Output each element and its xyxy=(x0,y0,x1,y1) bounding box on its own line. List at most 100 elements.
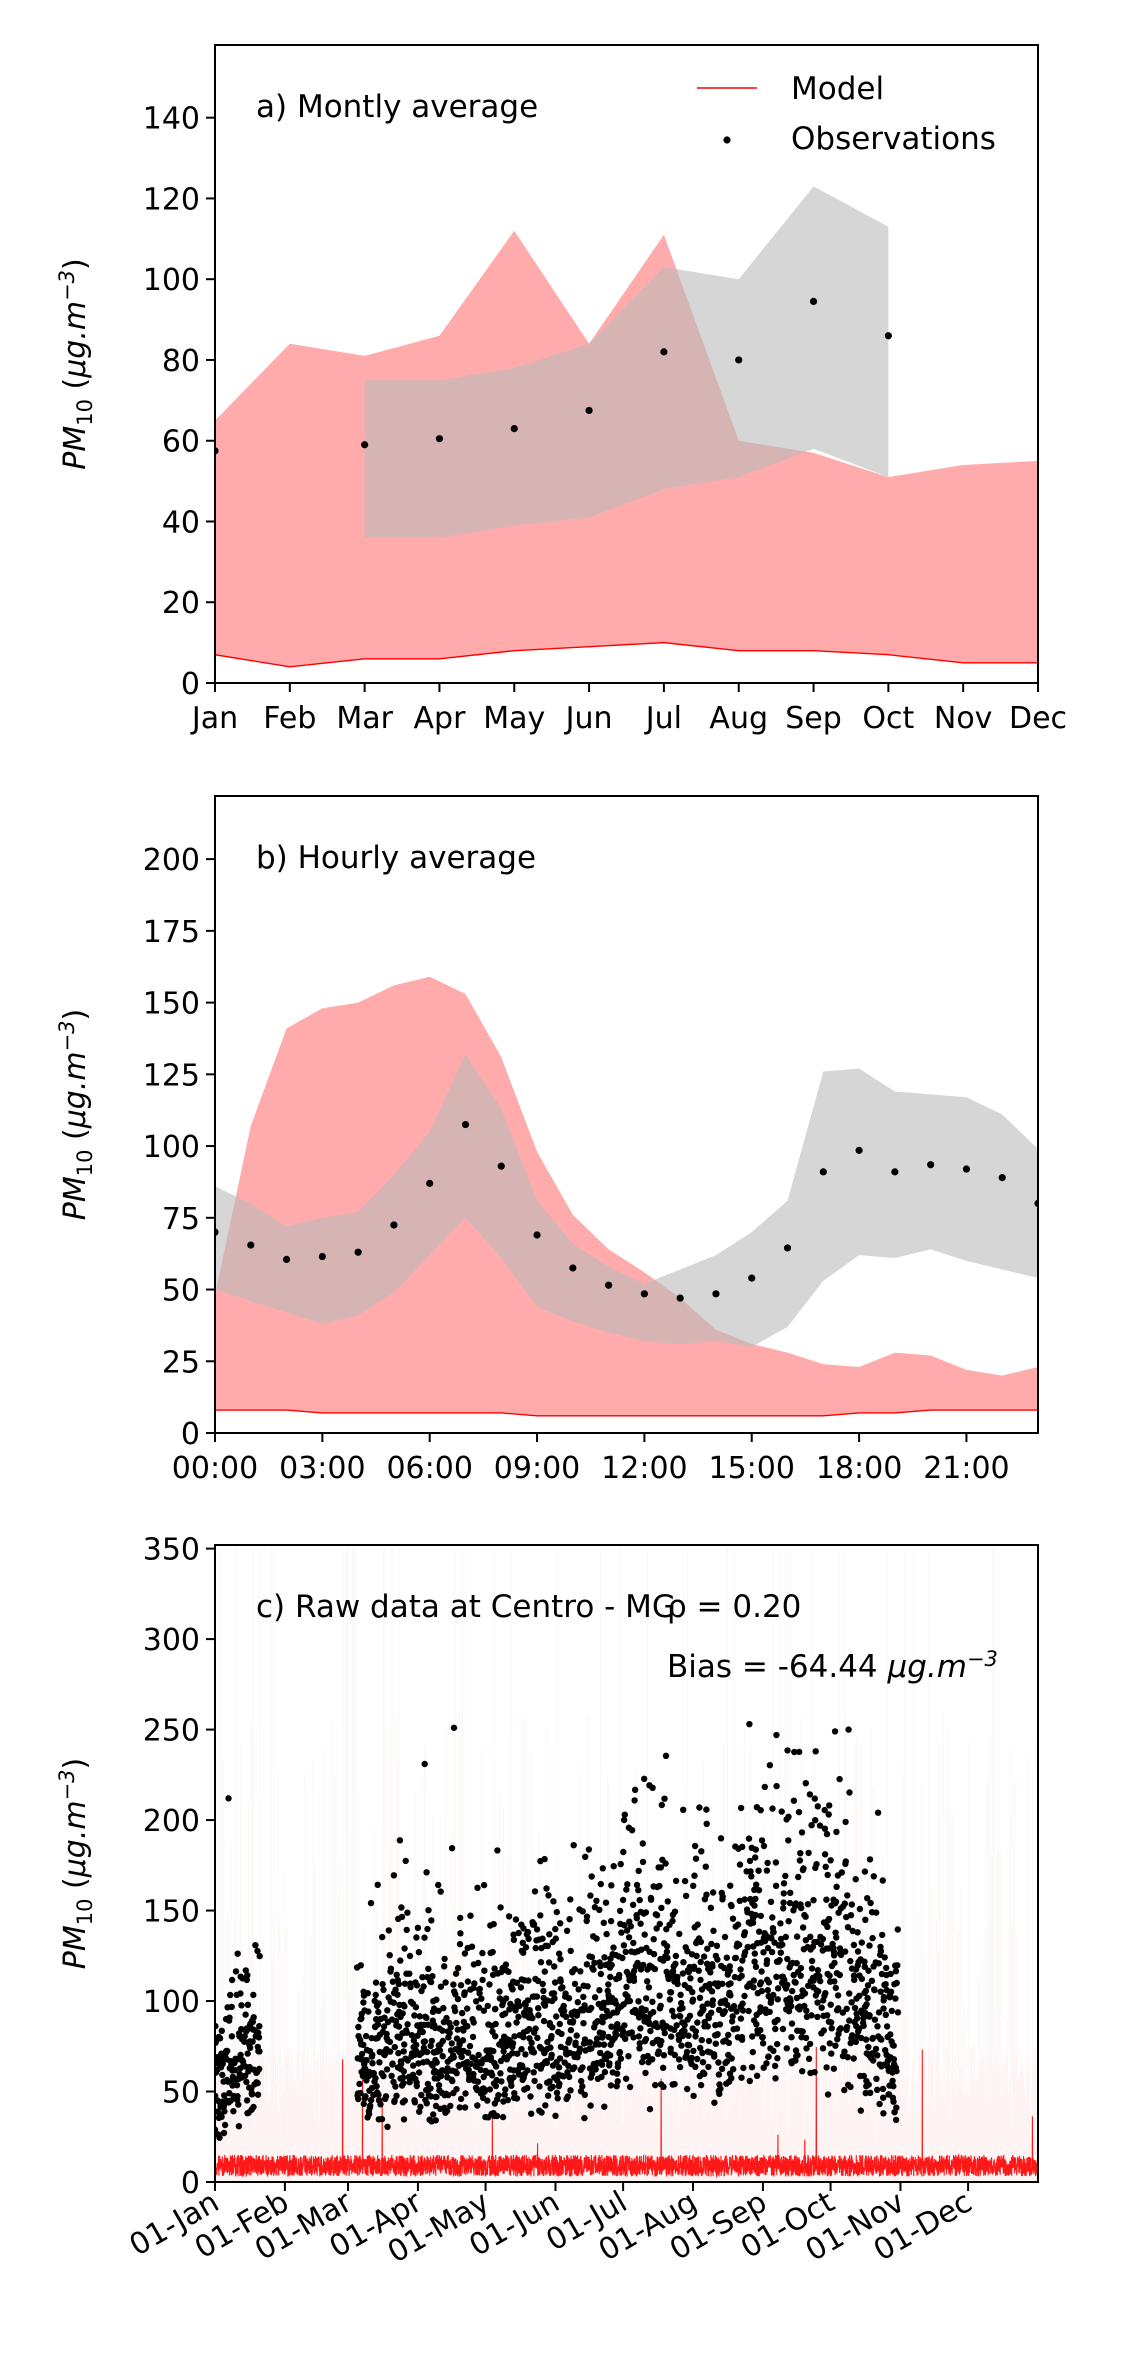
observation-point xyxy=(827,2001,834,2008)
observation-point xyxy=(526,2025,533,2033)
observation-point xyxy=(764,1859,771,1867)
observation-point xyxy=(838,1869,845,1876)
observation-point xyxy=(569,2017,577,2025)
observation-point xyxy=(691,1842,699,1850)
observation-point xyxy=(796,1748,803,1756)
observation-point xyxy=(367,2096,375,2104)
plot-area xyxy=(215,1545,1038,2182)
observation-point xyxy=(763,2060,770,2067)
observation-point xyxy=(894,1962,901,1969)
y-tick-label: 20 xyxy=(162,586,200,621)
observation-point xyxy=(690,1882,697,1890)
model-range-band xyxy=(215,976,1038,1416)
observation-point xyxy=(657,2002,664,2010)
observation-point xyxy=(865,2043,872,2051)
ylabel-superscript: −3 xyxy=(55,1769,79,1800)
observation-point xyxy=(250,2103,257,2111)
observation-point xyxy=(466,2042,474,2050)
observation-point xyxy=(758,1987,765,1995)
observation-point xyxy=(614,2060,622,2067)
observation-point xyxy=(607,2052,614,2059)
observation-point xyxy=(862,1987,870,1995)
observation-point xyxy=(453,2035,461,2042)
observation-point xyxy=(858,1975,866,1983)
observation-point xyxy=(631,1797,638,1804)
observation-point xyxy=(403,2029,410,2036)
observation-point xyxy=(771,2062,779,2070)
observation-point xyxy=(811,1795,818,1802)
observation-point xyxy=(814,1803,821,1810)
observation-point xyxy=(581,2091,588,2098)
observation-point xyxy=(799,1924,807,1931)
observation-point xyxy=(821,1851,829,1858)
observation-point xyxy=(676,1930,683,1938)
observation-point xyxy=(862,2036,870,2043)
observation-point xyxy=(879,1877,886,1884)
observation-point xyxy=(733,2008,740,2015)
observation-point xyxy=(665,1974,673,1982)
observation-point xyxy=(395,1980,402,1988)
observation-point xyxy=(517,1984,525,1991)
observation-point xyxy=(757,2027,764,2034)
plot-frame xyxy=(214,1544,1039,2183)
observation-point xyxy=(446,2029,453,2037)
observation-point xyxy=(237,2051,244,2059)
observation-point xyxy=(877,1988,884,1995)
observation-point xyxy=(848,1901,855,1908)
x-tick-label: Oct xyxy=(862,701,914,736)
observation-point xyxy=(550,1898,557,1905)
observation-point xyxy=(435,435,444,443)
observation-point xyxy=(256,1952,263,1960)
observation-point xyxy=(232,1968,240,1975)
observation-point xyxy=(820,2027,827,2034)
observation-point xyxy=(831,1978,838,1985)
observation-point xyxy=(664,1898,671,1905)
observation-point xyxy=(413,2082,420,2090)
observation-point xyxy=(748,1873,755,1880)
observation-point xyxy=(423,2100,430,2107)
observation-point xyxy=(531,2077,538,2085)
observation-point xyxy=(799,2028,806,2035)
observation-point xyxy=(437,1888,444,1895)
observation-point xyxy=(433,2059,440,2066)
observation-point xyxy=(816,1972,823,1980)
observation-point xyxy=(656,1920,663,1928)
observation-point xyxy=(821,1825,829,1832)
ylabel-unit-open: ( xyxy=(58,378,93,399)
observation-point xyxy=(699,2059,707,2066)
observation-point xyxy=(457,1914,464,1922)
observation-point xyxy=(703,1820,710,1828)
observation-point xyxy=(413,2041,420,2049)
observation-point xyxy=(807,1933,814,1941)
observation-point xyxy=(548,2032,555,2040)
observation-point xyxy=(770,1928,777,1936)
observation-point xyxy=(376,2059,383,2066)
observation-point xyxy=(849,2032,856,2039)
observation-point xyxy=(692,1855,700,1862)
observation-point xyxy=(552,1935,559,1942)
observation-point xyxy=(419,2028,426,2036)
observation-point xyxy=(580,2020,587,2027)
observation-point xyxy=(393,1971,400,1979)
observation-point xyxy=(227,1991,234,1999)
observation-point xyxy=(879,1931,886,1939)
observation-point xyxy=(499,2113,507,2121)
observation-point xyxy=(864,1895,871,1902)
observation-point xyxy=(244,2050,251,2057)
observation-point xyxy=(456,2104,463,2111)
observation-point xyxy=(892,1995,899,2002)
observation-point xyxy=(505,1968,512,1976)
observation-point xyxy=(367,2102,374,2109)
observation-point xyxy=(768,1935,775,1942)
observation-point xyxy=(635,2033,643,2040)
observation-point xyxy=(406,1970,413,1977)
observation-point xyxy=(226,2014,233,2021)
observation-point xyxy=(519,1939,526,1947)
observation-point xyxy=(752,1854,759,1861)
y-tick-label: 40 xyxy=(162,505,200,540)
observation-point xyxy=(565,1995,573,2002)
observation-point xyxy=(449,2077,456,2085)
observation-point xyxy=(651,1965,659,1973)
observation-point xyxy=(825,1915,833,1923)
observation-point xyxy=(704,2023,711,2030)
